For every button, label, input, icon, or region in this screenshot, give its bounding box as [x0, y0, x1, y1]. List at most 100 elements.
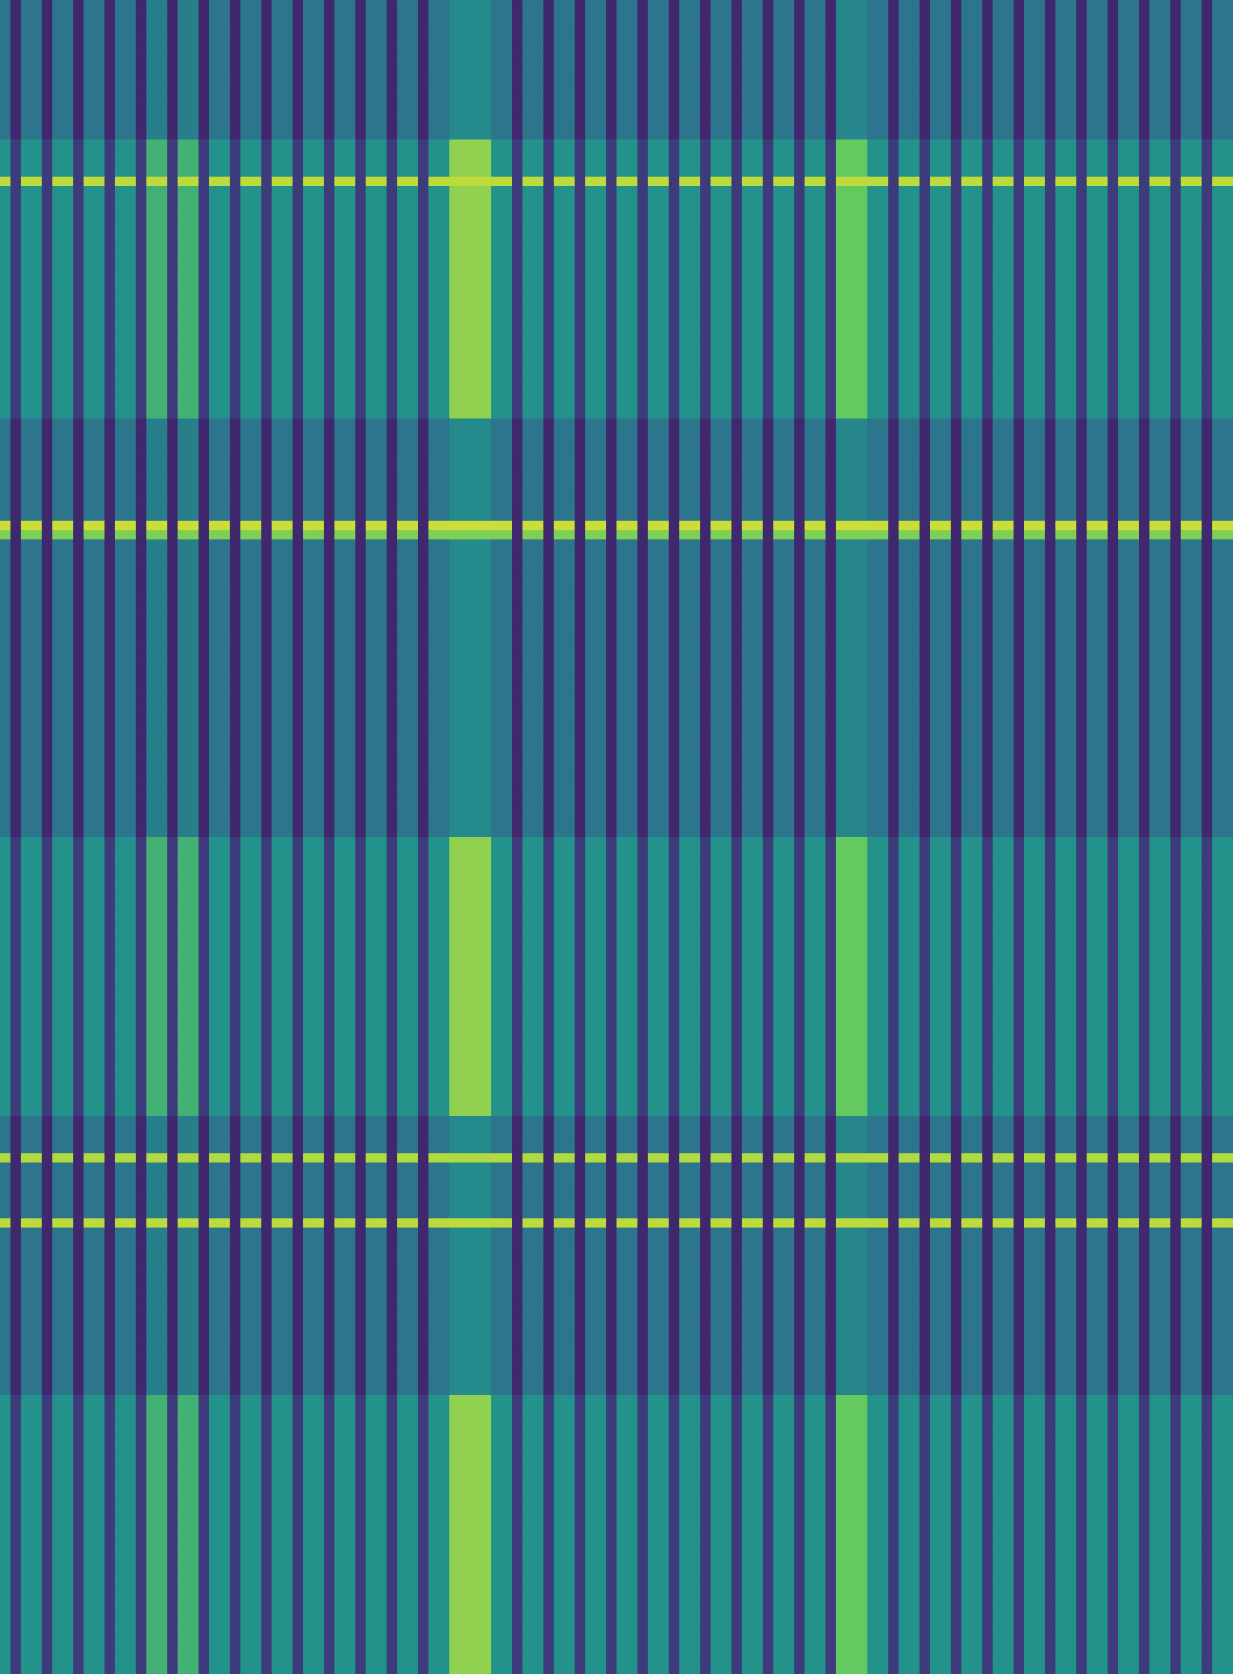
heatmap-cell [52, 130, 64, 141]
heatmap-cell [323, 344, 335, 354]
heatmap-cell [637, 288, 649, 299]
heatmap-cell [961, 93, 973, 103]
heatmap-cell [606, 0, 618, 10]
heatmap-cell [647, 288, 659, 299]
heatmap-cell [804, 120, 816, 131]
heatmap-cell [376, 37, 388, 48]
heatmap-cell [156, 18, 168, 29]
heatmap-cell [219, 390, 231, 401]
heatmap-cell [52, 279, 64, 289]
heatmap-cell [731, 120, 743, 131]
heatmap-cell [825, 37, 837, 48]
heatmap-cell [1118, 381, 1130, 392]
heatmap-cell [647, 260, 659, 271]
heatmap-cell [835, 186, 847, 196]
heatmap-cell [365, 306, 377, 317]
heatmap-cell [522, 148, 534, 159]
heatmap-cell [31, 213, 43, 224]
heatmap-cell [553, 297, 565, 308]
heatmap-cell [856, 18, 868, 29]
heatmap-cell [940, 325, 952, 336]
heatmap-cell [888, 223, 900, 234]
heatmap-cell [1128, 195, 1140, 206]
heatmap-cell [647, 204, 659, 215]
heatmap-cell [585, 46, 597, 57]
heatmap-cell [532, 139, 544, 150]
heatmap-cell [762, 223, 774, 234]
heatmap-cell [668, 325, 680, 336]
heatmap-cell [815, 55, 827, 66]
heatmap-cell [20, 158, 32, 168]
heatmap-cell [689, 83, 701, 94]
heatmap-cell [240, 223, 252, 234]
heatmap-cell [1013, 223, 1025, 234]
heatmap-cell [564, 139, 576, 150]
heatmap-cell [229, 0, 241, 10]
heatmap-cell [1055, 18, 1067, 29]
heatmap-cell [888, 362, 900, 373]
heatmap-cell [188, 279, 200, 289]
heatmap-cell [135, 260, 147, 271]
heatmap-cell [752, 139, 764, 150]
heatmap-cell [449, 139, 461, 150]
heatmap-cell [0, 74, 12, 85]
heatmap-cell [877, 269, 889, 280]
heatmap-cell [407, 344, 419, 354]
heatmap-cell [240, 18, 252, 29]
heatmap-cell [177, 279, 189, 289]
heatmap-cell [397, 158, 409, 168]
heatmap-cell [334, 27, 346, 38]
heatmap-cell [1118, 204, 1130, 215]
heatmap-cell [52, 260, 64, 271]
heatmap-cell [971, 241, 983, 252]
heatmap-cell [846, 325, 858, 336]
heatmap-cell [114, 362, 126, 373]
heatmap-cell [1107, 306, 1119, 317]
heatmap-cell [240, 158, 252, 168]
heatmap-cell [909, 269, 921, 280]
heatmap-cell [491, 372, 503, 382]
heatmap-cell [397, 130, 409, 141]
heatmap-cell [532, 158, 544, 168]
heatmap-cell [114, 83, 126, 94]
heatmap-cell [1097, 362, 1109, 373]
heatmap-cell [73, 260, 85, 271]
heatmap-cell [553, 18, 565, 29]
heatmap-cell [679, 102, 691, 113]
heatmap-cell [752, 102, 764, 113]
heatmap-cell [1013, 241, 1025, 252]
heatmap-cell [553, 65, 565, 75]
heatmap-cell [62, 288, 74, 299]
heatmap-cell [846, 232, 858, 243]
heatmap-cell [1013, 288, 1025, 299]
heatmap-cell [344, 372, 356, 382]
heatmap-cell [282, 120, 294, 131]
heatmap-cell [261, 46, 273, 57]
heatmap-cell [1180, 223, 1192, 234]
heatmap-cell [386, 213, 398, 224]
heatmap-cell [909, 102, 921, 113]
heatmap-cell [710, 288, 722, 299]
heatmap-cell [20, 65, 32, 75]
heatmap-cell [135, 269, 147, 280]
heatmap-cell [219, 204, 231, 215]
heatmap-cell [929, 139, 942, 150]
heatmap-cell [1149, 46, 1161, 57]
heatmap-cell [1212, 9, 1224, 20]
heatmap-cell [62, 27, 74, 38]
heatmap-cell [41, 279, 53, 289]
heatmap-cell [334, 306, 346, 317]
heatmap-cell [804, 260, 816, 271]
heatmap-cell [846, 102, 858, 113]
heatmap-cell [1055, 269, 1067, 280]
heatmap-cell [1013, 148, 1025, 159]
heatmap-cell [501, 288, 513, 299]
heatmap-cell [167, 167, 179, 178]
heatmap-cell [135, 241, 147, 252]
heatmap-cell [1149, 74, 1161, 85]
heatmap-cell [606, 288, 618, 299]
heatmap-cell [386, 0, 398, 10]
heatmap-cell [250, 139, 262, 150]
heatmap-cell [553, 130, 565, 141]
heatmap-cell [1086, 176, 1098, 187]
